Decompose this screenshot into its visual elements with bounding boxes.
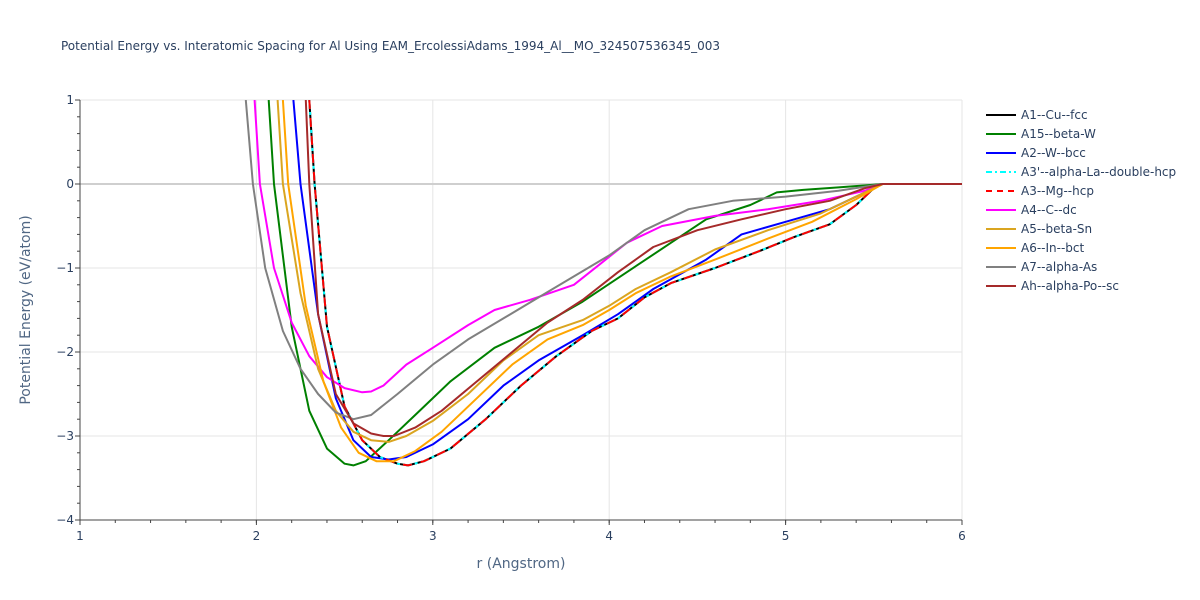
legend: A1--Cu--fcc A15--beta-W A2--W--bcc A3'--alp… [986,108,1176,293]
y-tick-label: 0 [66,177,74,191]
y-axis-label: Potential Energy (eV/atom) [18,215,34,404]
x-tick-label: 6 [958,529,966,543]
legend-label: A3'--alpha-La--double-hcp [1021,165,1176,179]
chart-title: Potential Energy vs. Interatomic Spacing… [61,39,720,53]
series-line [292,100,962,461]
series-line [281,100,962,463]
series-group [244,100,962,467]
series-line [308,100,962,467]
legend-label: A7--alpha-As [1021,260,1097,274]
plot-area [244,100,962,467]
legend-label: A1--Cu--fcc [1021,108,1088,122]
x-tick-label: 2 [253,529,261,543]
x-axis-label: r (Angstrom) [477,556,566,572]
series-line [304,100,962,437]
y-tick-label: 1 [66,93,74,107]
grid [80,99,963,520]
series-line [267,100,962,467]
x-tick-label: 5 [782,529,790,543]
legend-label: A5--beta-Sn [1021,222,1092,236]
y-tick-label: −4 [56,513,74,527]
x-tick-label: 3 [429,529,437,543]
y-tick-label: −3 [56,429,74,443]
series-line [244,100,962,421]
y-tick-label: −2 [56,345,74,359]
y-tick-label: −1 [56,261,74,275]
legend-label: Ah--alpha-Po--sc [1021,279,1119,293]
series-line [308,100,962,467]
legend-label: A3--Mg--hcp [1021,184,1094,198]
series-line [253,100,962,394]
x-tick-label: 4 [605,529,613,543]
x-tick-label: 1 [76,529,84,543]
series-line [308,100,962,467]
legend-label: A2--W--bcc [1021,146,1086,160]
legend-label: A6--In--bct [1021,241,1085,255]
legend-label: A15--beta-W [1021,127,1096,141]
axes: 1 2 3 4 5 6 1 0 −1 −2 −3 −4 [56,93,966,543]
legend-label: A4--C--dc [1021,203,1077,217]
